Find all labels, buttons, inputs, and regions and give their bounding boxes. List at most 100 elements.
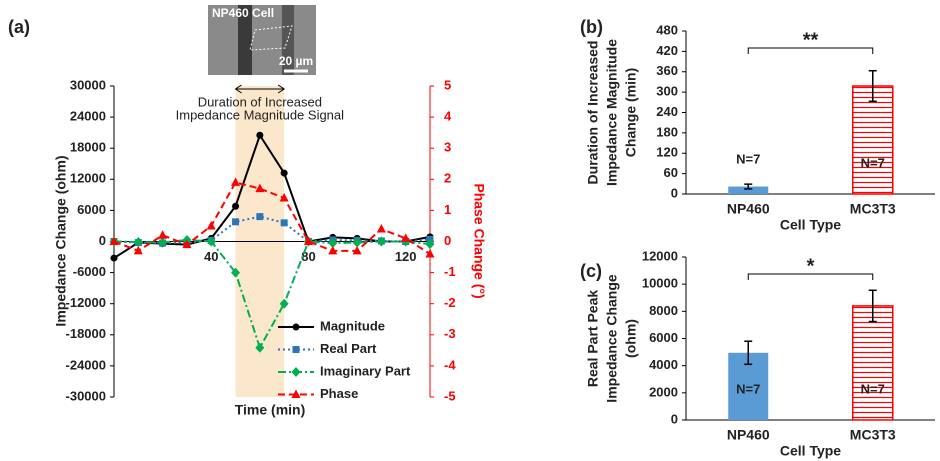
marker [255, 342, 265, 353]
y-tick-label: 420 [656, 43, 678, 58]
x-tick-label: NP460 [727, 427, 770, 443]
y-tick-label: -18000 [66, 326, 106, 341]
panel-label: (a) [8, 17, 30, 37]
marker [279, 298, 289, 309]
marker [158, 230, 168, 239]
y-tick-label: 0 [671, 411, 678, 426]
marker [109, 236, 119, 245]
marker [232, 218, 240, 226]
bar [852, 85, 894, 195]
y-tick-label: 120 [656, 145, 678, 160]
arrowhead [234, 84, 242, 94]
x-tick-label: MC3T3 [850, 201, 896, 217]
y-tick-label: 24000 [70, 109, 106, 124]
y2-tick-label: 0 [444, 233, 451, 248]
y-axis-label: Real Part Peak [585, 290, 601, 387]
y-tick-label: 6000 [77, 202, 106, 217]
y2-axis-label: Phase Change (°) [471, 183, 487, 298]
y-tick-label: 480 [656, 22, 678, 37]
y2-tick-label: 4 [444, 109, 452, 124]
marker [328, 245, 338, 255]
marker [425, 239, 435, 250]
bar [728, 186, 769, 194]
y-tick-label: 60 [664, 165, 678, 180]
y2-tick-label: 2 [444, 171, 451, 186]
marker [352, 237, 362, 248]
y-tick-label: 6000 [649, 330, 678, 345]
y-tick-label: 4000 [649, 357, 678, 372]
annotation: Impedance Magnitude Signal [176, 107, 345, 122]
annotation: Duration of Increased [198, 94, 322, 109]
n-label: N=7 [861, 155, 885, 170]
inset-label: NP460 Cell [212, 6, 274, 20]
y-axis-label: Impedance Change [604, 274, 620, 403]
marker [280, 219, 288, 227]
y2-tick-label: 3 [444, 140, 451, 155]
marker [232, 202, 240, 210]
marker [291, 389, 301, 398]
legend-label: Magnitude [320, 318, 385, 333]
y-tick-label: 240 [656, 104, 678, 119]
inset-image [208, 5, 316, 75]
panel-label: (c) [580, 261, 602, 281]
y2-tick-label: 5 [444, 77, 451, 92]
significance-bracket [747, 47, 874, 54]
marker [158, 237, 168, 248]
marker [110, 254, 118, 262]
y-tick-label: 12000 [642, 248, 678, 263]
x-tick-label: NP460 [727, 201, 770, 217]
marker [256, 131, 264, 139]
marker [425, 248, 435, 258]
marker [291, 367, 301, 377]
bar [852, 305, 894, 421]
marker [133, 245, 143, 255]
scale-bar-label: 20 µm [279, 54, 313, 68]
y2-tick-label: -4 [444, 357, 456, 372]
legend-label: Real Part [320, 341, 377, 356]
y-tick-label: -6000 [73, 264, 106, 279]
y-tick-label: 12000 [70, 171, 106, 186]
marker [292, 346, 300, 353]
y-tick-label: -12000 [66, 295, 106, 310]
x-tick-label: MC3T3 [850, 427, 896, 443]
marker [206, 236, 216, 247]
y2-tick-label: -1 [444, 264, 456, 279]
y-tick-label: 0 [99, 233, 106, 248]
x-tick-label: 40 [204, 249, 218, 264]
marker [279, 192, 289, 202]
x-tick-label: 120 [395, 249, 417, 264]
y-axis-label: Impedance Magnitude [604, 39, 620, 186]
y-tick-label: -30000 [66, 388, 106, 403]
y-axis-label: Duration of Increased [585, 41, 601, 185]
series-line [113, 215, 431, 245]
marker [352, 245, 362, 255]
y-tick-label: 18000 [70, 140, 106, 155]
y-tick-label: 180 [656, 124, 678, 139]
y-tick-label: 300 [656, 84, 678, 99]
y-tick-label: 30000 [70, 77, 106, 92]
marker [133, 237, 143, 248]
x-axis-label: Cell Type [780, 443, 841, 459]
marker [256, 213, 264, 221]
marker [328, 238, 338, 249]
y-tick-label: 10000 [642, 276, 678, 291]
marker [231, 267, 241, 278]
y-tick-label: 8000 [649, 303, 678, 318]
marker [280, 169, 288, 177]
x-axis-label: Time (min) [235, 402, 306, 418]
y-tick-label: 360 [656, 63, 678, 78]
n-label: N=7 [736, 152, 760, 167]
y2-tick-label: -3 [444, 326, 456, 341]
x-tick-label: 80 [301, 249, 315, 264]
y-tick-label: 0 [671, 185, 678, 200]
legend-label: Phase [320, 386, 358, 401]
n-label: N=7 [736, 381, 760, 396]
y-tick-label: -24000 [66, 357, 106, 372]
marker [401, 233, 411, 242]
n-label: N=7 [861, 381, 885, 396]
marker [303, 236, 313, 245]
y-axis-label: Change (min) [623, 68, 639, 157]
y-tick-label: 2000 [649, 384, 678, 399]
x-axis-label: Cell Type [780, 217, 841, 233]
